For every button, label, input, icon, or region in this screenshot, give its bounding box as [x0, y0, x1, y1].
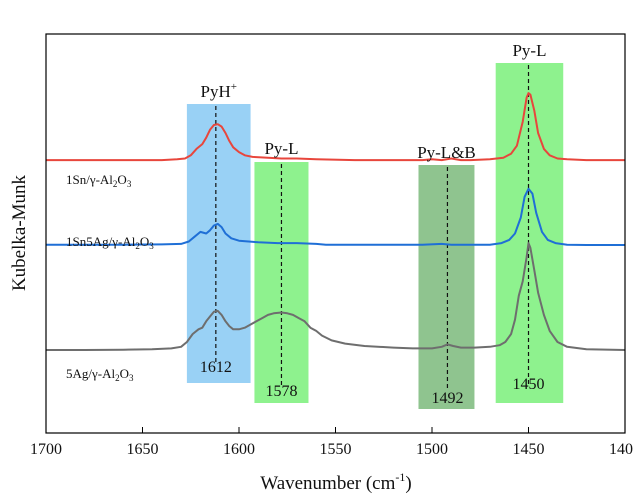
y-axis-title: Kubelka-Munk [9, 174, 30, 291]
band-py-l-1450-peak-label: 1450 [513, 376, 545, 393]
x-tick-label-1700: 1700 [30, 441, 62, 458]
series-label-3-mid: O [120, 366, 129, 381]
x-axis-title-main: Wavenumber (cm [260, 473, 395, 494]
series-label-1-main: 1Sn/γ-Al [66, 172, 113, 187]
band-pyh-rect [186, 104, 251, 383]
x-tick-label-1450: 1450 [513, 441, 545, 458]
band-pyh-peak-label: 1612 [200, 359, 232, 376]
series-layer [46, 92, 626, 351]
x-tick-label-1500: 1500 [416, 441, 448, 458]
band-py-l-1578-title: Py-L [264, 139, 298, 158]
band-py-l-1578-peak-label: 1578 [265, 383, 297, 400]
series-label-1-sub2: 3 [127, 179, 132, 189]
band-pyh-title-main: PyH [201, 82, 231, 101]
band-pyh-title: PyH+ [201, 81, 237, 101]
series-label-2: 1Sn5Ag/γ-Al2O3 [66, 234, 154, 251]
series-label-1: 1Sn/γ-Al2O3 [66, 172, 132, 189]
labels-layer: PyH+1612Py-L1578Py-L&B1492Py-L14501Sn/γ-… [66, 41, 546, 407]
x-tick-label-1550: 1550 [320, 441, 352, 458]
band-py-lb-title: Py-L&B [417, 143, 476, 162]
bands-layer [186, 63, 564, 409]
x-axis-title-sup: -1 [395, 470, 405, 484]
x-tick-label-1400: 1400 [609, 441, 633, 458]
series-label-3-sub: 2 [115, 373, 120, 383]
x-tick-label-1650: 1650 [127, 441, 159, 458]
x-ticks: 1700 1650 1600 1550 1500 1450 1400 [30, 427, 633, 458]
band-py-l-1578-rect [254, 162, 309, 403]
series-label-2-sub2: 3 [149, 241, 154, 251]
band-py-lb-peak-label: 1492 [431, 390, 463, 407]
series-line-2 [46, 187, 625, 246]
series-line-1 [46, 92, 625, 162]
band-py-l-1450-title: Py-L [512, 41, 546, 60]
band-py-l-1578-title-main: Py-L [264, 139, 298, 158]
series-label-2-main: 1Sn5Ag/γ-Al [66, 234, 136, 249]
series-label-3-sub2: 3 [129, 373, 134, 383]
x-axis-title: Wavenumber (cm-1) [260, 470, 411, 494]
series-label-1-sub: 2 [113, 179, 118, 189]
series-label-1-mid: O [117, 172, 126, 187]
series-label-2-mid: O [140, 234, 149, 249]
band-py-l-1450-rect [495, 63, 564, 403]
markers-layer [215, 65, 530, 391]
x-axis-title-end: ) [405, 473, 411, 494]
band-py-lb-rect [418, 165, 475, 409]
series-label-2-sub: 2 [135, 241, 140, 251]
series-line-3 [46, 242, 626, 351]
series-label-3-main: 5Ag/γ-Al [66, 366, 115, 381]
band-pyh-title-sup: + [231, 81, 237, 93]
band-py-l-1450-title-main: Py-L [512, 41, 546, 60]
band-py-lb-title-main: Py-L&B [417, 143, 476, 162]
series-label-3: 5Ag/γ-Al2O3 [66, 366, 134, 383]
x-tick-label-1600: 1600 [223, 441, 255, 458]
